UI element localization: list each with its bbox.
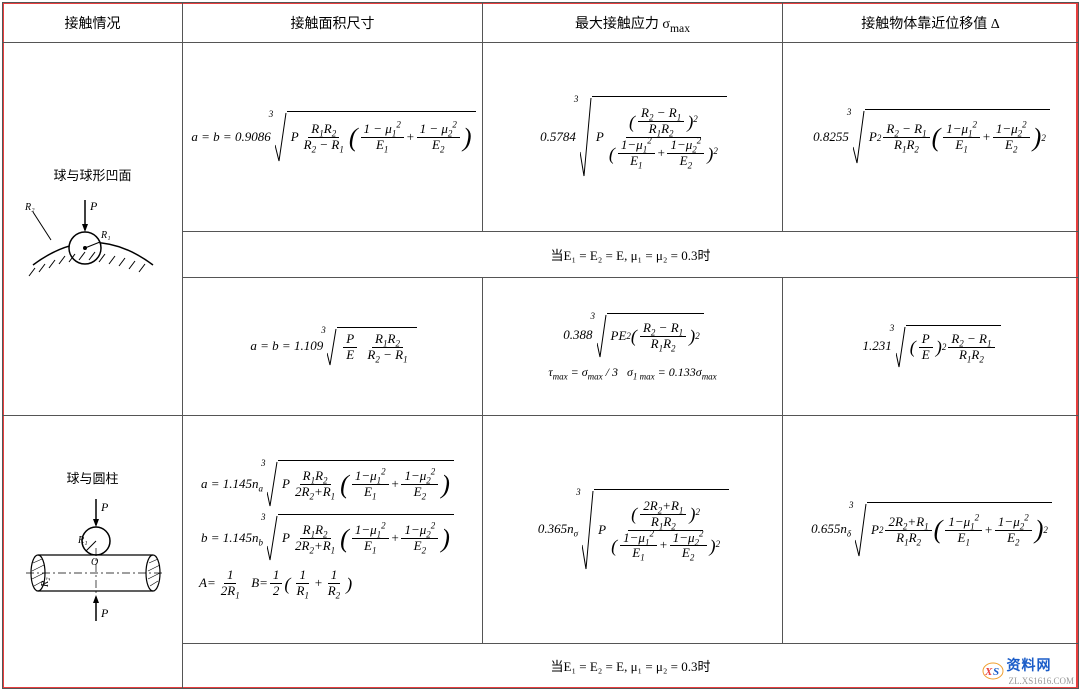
diagram-sphere-cylinder: P R₁ O bbox=[9, 493, 176, 637]
svg-text:X: X bbox=[984, 666, 993, 678]
sigma-formula-2: 0.365nσ 3 P 2R2+R1R1R22 1−μ12E1+1−μ22E22 bbox=[483, 416, 783, 643]
svg-text:S: S bbox=[993, 666, 999, 678]
area-formula-1: a = b = 0.9086 3 P R1R2R2 − R1 1 − μ12E1… bbox=[183, 43, 483, 232]
delta1b-rootidx: 3 bbox=[890, 323, 895, 335]
sigma2-rootidx: 3 bbox=[576, 487, 581, 499]
situation-sphere-concave: 球与球形凹面 R₁ P R₂ bbox=[3, 43, 183, 416]
svg-text:R₂: R₂ bbox=[24, 202, 35, 213]
sigma1-rootidx: 3 bbox=[574, 94, 579, 106]
delta-formula-2: 0.655nδ 3 P2 2R2+R1R1R2 1−μ12E1+1−μ22E22 bbox=[783, 416, 1079, 643]
area2b-rootidx: 3 bbox=[261, 512, 266, 524]
header-sigma-sub: max bbox=[670, 21, 690, 34]
sigma1-prefix: 0.5784 bbox=[540, 129, 576, 146]
delta2-rootidx: 3 bbox=[849, 500, 854, 512]
row-sphere-cylinder: 球与圆柱 P R₁ bbox=[3, 416, 1079, 643]
watermark: X S 资料网 ZL.XS1616.COM bbox=[982, 655, 1074, 687]
delta-formula-1b: 1.231 3 PE2 R2 − R1R1R2 bbox=[783, 277, 1079, 416]
situation-sphere-cylinder: 球与圆柱 P R₁ bbox=[3, 416, 183, 689]
delta-formula-1: 0.8255 3 P2 R2 − R1R1R2 1−μ12E1+ 1−μ22E2… bbox=[783, 43, 1079, 232]
watermark-logo-icon: X S bbox=[982, 662, 1004, 680]
area1-rootidx: 3 bbox=[269, 109, 274, 121]
svg-text:P: P bbox=[89, 199, 98, 213]
area1b-prefix: a = b = 1.109 bbox=[250, 338, 323, 355]
contact-formula-table: 接触情况 接触面积尺寸 最大接触应力 σmax 接触物体靠近位移值 Δ 球与球形… bbox=[2, 2, 1079, 689]
area-formula-2: a = 1.145na 3 PR1R22R2+R1 1−μ12E1+1−μ22E… bbox=[183, 416, 483, 643]
delta1b-prefix: 1.231 bbox=[862, 338, 891, 355]
label-sphere-cylinder: 球与圆柱 bbox=[9, 468, 176, 487]
svg-text:P: P bbox=[100, 606, 109, 620]
svg-text:R₁: R₁ bbox=[100, 230, 111, 241]
svg-text:P: P bbox=[100, 500, 109, 514]
area1-prefix: a = b = 0.9086 bbox=[191, 129, 270, 146]
sigma-formula-1: 0.5784 3 P R2 − R1R1R22 1−μ12E1+1−μ22E22 bbox=[483, 43, 783, 232]
sphere-cylinder-svg: P R₁ O bbox=[18, 493, 168, 633]
header-delta: 接触物体靠近位移值 Δ bbox=[783, 3, 1079, 43]
simplify-condition-1: 当E₁ = E₂ = E, μ₁ = μ₂ = 0.3时 bbox=[183, 232, 1079, 277]
watermark-text-url: ZL.XS1616.COM bbox=[1008, 676, 1074, 686]
sigma1b-prefix: 0.388 bbox=[563, 327, 592, 344]
label-sphere-concave: 球与球形凹面 bbox=[9, 165, 176, 184]
delta1-rootidx: 3 bbox=[847, 107, 852, 119]
area1b-rootidx: 3 bbox=[321, 325, 326, 337]
simplify-condition-2: 当E₁ = E₂ = E, μ₁ = μ₂ = 0.3时 bbox=[183, 643, 1079, 688]
sigma1b-rootidx: 3 bbox=[591, 311, 596, 323]
sigma-formula-1b: 0.388 3 PE2 R2 − R1R1R22 τmax = σmax / 3… bbox=[483, 277, 783, 416]
svg-text:O: O bbox=[91, 557, 98, 568]
svg-text:R₂: R₂ bbox=[40, 577, 51, 588]
delta1-prefix: 0.8255 bbox=[813, 129, 849, 146]
header-area: 接触面积尺寸 bbox=[183, 3, 483, 43]
diagram-sphere-concave: R₁ P R₂ bbox=[9, 190, 176, 294]
sphere-concave-svg: R₁ P R₂ bbox=[23, 190, 163, 290]
svg-text:R₁: R₁ bbox=[77, 535, 88, 546]
area2a-rootidx: 3 bbox=[261, 458, 266, 470]
header-row: 接触情况 接触面积尺寸 最大接触应力 σmax 接触物体靠近位移值 Δ bbox=[3, 3, 1079, 43]
header-sigma-label: 最大接触应力 σ bbox=[575, 17, 670, 32]
area-formula-1b: a = b = 1.109 3 PE R1R2R2 − R1 bbox=[183, 277, 483, 416]
watermark-text-main: 资料网 bbox=[1006, 659, 1051, 674]
header-sigma: 最大接触应力 σmax bbox=[483, 3, 783, 43]
row-sphere-concave: 球与球形凹面 R₁ P R₂ bbox=[3, 43, 1079, 232]
header-situation: 接触情况 bbox=[3, 3, 183, 43]
